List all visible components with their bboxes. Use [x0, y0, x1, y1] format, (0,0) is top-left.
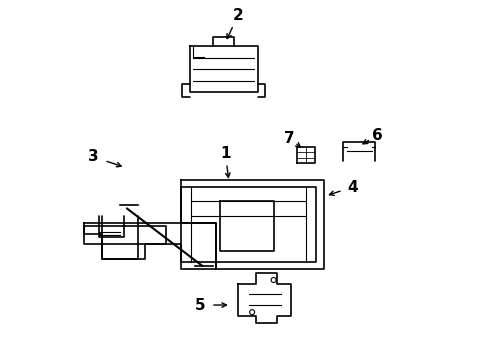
Text: 7: 7 — [284, 131, 295, 147]
Text: 4: 4 — [347, 180, 358, 195]
Text: 5: 5 — [195, 297, 206, 312]
Text: 3: 3 — [88, 149, 98, 164]
Text: 1: 1 — [220, 146, 231, 161]
Text: 6: 6 — [372, 128, 383, 143]
Text: 2: 2 — [232, 8, 243, 23]
